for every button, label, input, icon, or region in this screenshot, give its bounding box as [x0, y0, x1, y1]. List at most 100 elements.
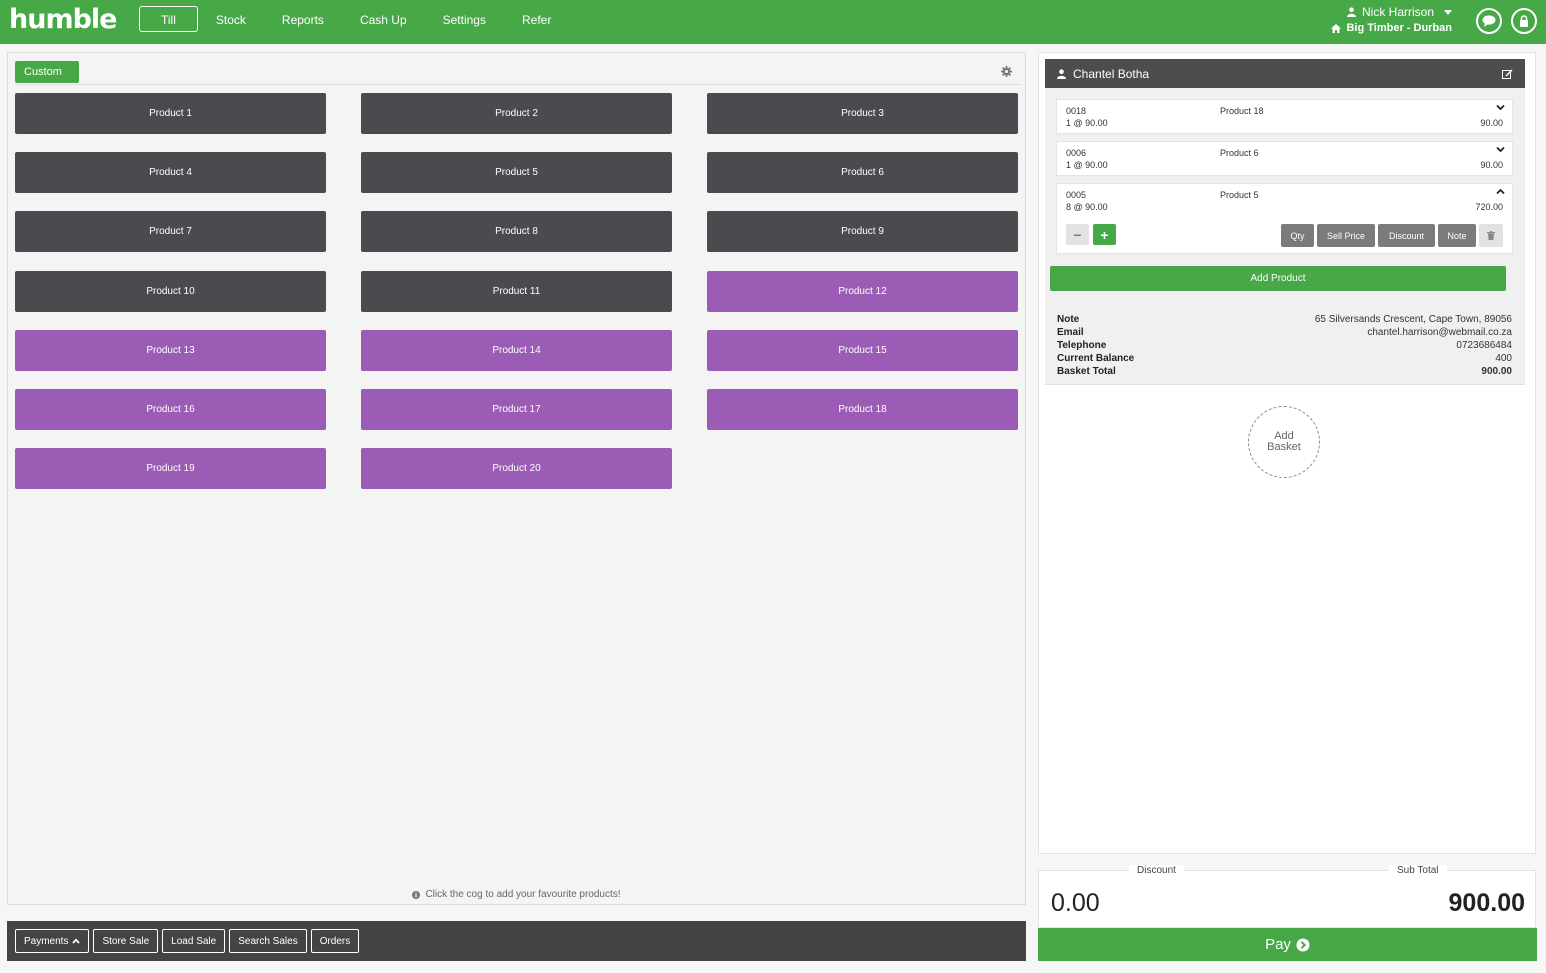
nav-stock[interactable]: Stock: [215, 13, 246, 27]
line-total: 90.00: [1480, 118, 1503, 128]
nav-till[interactable]: Till: [139, 6, 198, 32]
info-key: Note: [1057, 314, 1080, 325]
product-button[interactable]: Product 13: [15, 330, 326, 371]
info-key: Email: [1057, 327, 1084, 338]
nav-cash-up[interactable]: Cash Up: [359, 13, 407, 27]
product-button[interactable]: Product 18: [707, 389, 1018, 430]
product-button[interactable]: Product 14: [361, 330, 672, 371]
divider: [15, 84, 1020, 85]
add-product-button[interactable]: Add Product: [1050, 266, 1506, 291]
chevron-down-icon[interactable]: [1496, 104, 1505, 111]
line-total: 720.00: [1475, 202, 1503, 212]
add-basket-label-1: Add: [1274, 430, 1294, 442]
info-key: Basket Total: [1057, 366, 1116, 377]
nav-refer[interactable]: Refer: [521, 13, 552, 27]
search-sales-button[interactable]: Search Sales: [229, 929, 307, 953]
chevron-up-icon[interactable]: [1496, 188, 1505, 195]
line-code: 0006: [1066, 148, 1087, 158]
note-button[interactable]: Note: [1438, 224, 1476, 247]
trash-icon: [1487, 231, 1495, 240]
home-icon: [1331, 23, 1342, 33]
delete-line-button[interactable]: [1479, 224, 1503, 247]
product-button[interactable]: Product 7: [15, 211, 326, 252]
pay-button[interactable]: Pay: [1038, 928, 1537, 961]
chat-button[interactable]: [1476, 8, 1502, 34]
totals-box: Discount 0.00 Sub Total 900.00: [1038, 865, 1536, 928]
product-button[interactable]: Product 16: [15, 389, 326, 430]
orders-button[interactable]: Orders: [310, 929, 360, 953]
sell-price-button[interactable]: Sell Price: [1317, 224, 1375, 247]
info-row-balance: Current Balance 400: [1057, 353, 1512, 364]
discount-value: 0.00: [1051, 889, 1100, 917]
product-button[interactable]: Product 1: [15, 93, 326, 134]
info-value: 400: [1495, 353, 1512, 364]
basket-line[interactable]: 0018 1 @ 90.00 Product 18 90.00: [1056, 99, 1513, 134]
info-value: 65 Silversands Crescent, Cape Town, 8905…: [1314, 314, 1512, 325]
chevron-down-icon: [1444, 9, 1452, 15]
basket-line[interactable]: 0006 1 @ 90.00 Product 6 90.00: [1056, 141, 1513, 176]
chevron-up-icon: [72, 938, 81, 944]
product-button[interactable]: Product 15: [707, 330, 1018, 371]
lock-button[interactable]: [1511, 8, 1537, 34]
payments-button[interactable]: Payments: [15, 929, 90, 953]
product-button[interactable]: Product 6: [707, 152, 1018, 193]
info-row-note: Note 65 Silversands Crescent, Cape Town, …: [1057, 314, 1512, 325]
user-menu[interactable]: Nick Harrison Big Timber - Durban: [1331, 5, 1452, 34]
basket-line-expanded[interactable]: 0005 8 @ 90.00 Product 5 720.00 − + Qty …: [1056, 183, 1513, 254]
hint-text: Click the cog to add your favourite prod…: [425, 889, 621, 900]
product-button[interactable]: Product 17: [361, 389, 672, 430]
product-button[interactable]: Product 10: [15, 271, 326, 312]
add-basket-button[interactable]: Add Basket: [1248, 406, 1320, 478]
info-key: Telephone: [1057, 340, 1107, 351]
product-button[interactable]: Product 12: [707, 271, 1018, 312]
product-button[interactable]: Product 5: [361, 152, 672, 193]
product-button[interactable]: Product 2: [361, 93, 672, 134]
load-sale-button[interactable]: Load Sale: [162, 929, 226, 953]
chevron-down-icon[interactable]: [1496, 146, 1505, 153]
subtotal-label: Sub Total: [1389, 865, 1447, 876]
main-nav: Till Stock Reports Cash Up Settings Refe…: [139, 6, 569, 32]
subtotal-value: 900.00: [1448, 889, 1525, 917]
product-button[interactable]: Product 19: [15, 448, 326, 489]
pay-label: Pay: [1265, 936, 1291, 953]
qty-button[interactable]: Qty: [1281, 224, 1314, 247]
decrease-qty-button[interactable]: −: [1066, 224, 1089, 245]
store-name: Big Timber - Durban: [1346, 22, 1452, 34]
line-qty: 1 @ 90.00: [1066, 118, 1108, 128]
bottom-action-bar: Payments Store Sale Load Sale Search Sal…: [7, 921, 1026, 961]
line-code: 0018: [1066, 106, 1087, 116]
line-code: 0005: [1066, 190, 1087, 200]
discount-button[interactable]: Discount: [1378, 224, 1435, 247]
increase-qty-button[interactable]: +: [1093, 224, 1116, 245]
product-button[interactable]: Product 9: [707, 211, 1018, 252]
line-product-name: Product 5: [1220, 190, 1259, 200]
custom-tab-button[interactable]: Custom: [15, 61, 79, 83]
arrow-circle-right-icon: [1296, 938, 1310, 951]
nav-reports[interactable]: Reports: [281, 13, 324, 27]
user-icon: [1057, 68, 1066, 79]
product-button[interactable]: Product 3: [707, 93, 1018, 134]
favourites-hint: Click the cog to add your favourite prod…: [8, 889, 1025, 900]
gear-icon[interactable]: [1001, 66, 1012, 77]
info-key: Current Balance: [1057, 353, 1135, 364]
line-qty: 1 @ 90.00: [1066, 160, 1108, 170]
basket-panel: Chantel Botha 0018 1 @ 90.00 Product 18 …: [1038, 52, 1536, 854]
info-row-telephone: Telephone 0723686484: [1057, 340, 1512, 351]
line-qty: 8 @ 90.00: [1066, 202, 1108, 212]
user-name: Nick Harrison: [1361, 5, 1434, 19]
humble-logo[interactable]: humble: [9, 4, 117, 35]
product-button[interactable]: Product 11: [361, 271, 672, 312]
line-product-name: Product 18: [1220, 106, 1264, 116]
product-panel: Custom Product 1 Product 2 Product 3 Pro…: [7, 52, 1026, 905]
line-product-name: Product 6: [1220, 148, 1259, 158]
chat-bubble-icon: [1482, 15, 1496, 27]
top-navbar: humble Till Stock Reports Cash Up Settin…: [0, 0, 1546, 44]
product-button[interactable]: Product 8: [361, 211, 672, 252]
product-button[interactable]: Product 20: [361, 448, 672, 489]
nav-settings[interactable]: Settings: [442, 13, 486, 27]
store-sale-button[interactable]: Store Sale: [93, 929, 159, 953]
edit-icon[interactable]: [1502, 69, 1513, 79]
user-icon: [1346, 7, 1356, 17]
line-total: 90.00: [1480, 160, 1503, 170]
product-button[interactable]: Product 4: [15, 152, 326, 193]
